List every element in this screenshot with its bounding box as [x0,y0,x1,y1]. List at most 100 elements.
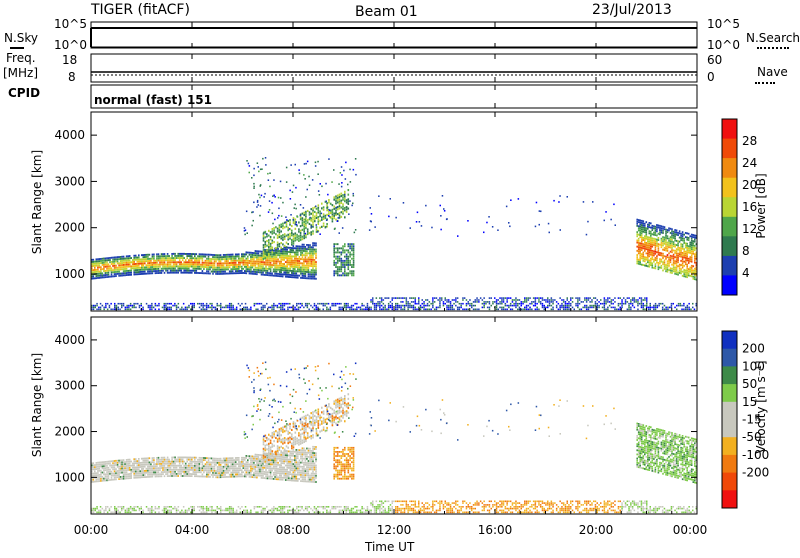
power-cell [100,271,102,273]
velocity-cell [230,459,232,461]
power-cell [201,303,203,305]
power-cell [524,299,526,301]
velocity-cell [102,478,104,480]
velocity-cell [196,465,198,467]
power-cell [568,303,570,305]
power-cell [650,222,652,224]
power-cell [305,271,307,273]
power-cell [285,270,287,272]
power-cell [301,303,303,305]
power-cell [294,262,296,264]
power-cell [680,235,682,237]
velocity-cell [241,469,243,471]
power-cell [529,309,531,311]
velocity-cell [168,465,170,467]
power-cell [253,258,255,260]
power-cell [153,264,155,266]
power-cell [288,255,290,257]
power-cell [280,197,282,199]
power-cell [270,254,272,256]
power-cell [429,301,431,303]
power-cell [680,233,682,235]
power-cell [146,269,148,271]
power-cell [688,252,690,254]
velocity-cell [197,463,199,465]
velocity-cell [102,461,104,463]
power-cell [421,225,423,227]
power-cell [344,216,346,218]
power-cell [432,297,434,299]
power-cell [572,297,574,299]
power-cell [647,249,649,251]
power-cell [306,248,308,250]
power-cell [250,273,252,275]
velocity-cell [253,468,255,470]
power-cell [522,303,524,305]
power-cell [149,264,151,266]
power-cell [206,272,208,274]
power-cell [265,241,267,243]
power-cell [302,213,304,215]
velocity-cell [177,469,179,471]
power-cell [215,258,217,260]
power-cell [570,297,572,299]
power-cell [252,211,254,213]
power-cell [263,196,265,198]
velocity-cell [149,468,151,470]
power-cell [545,301,547,303]
velocity-cell [114,470,116,472]
power-cell [95,307,97,309]
velocity-cell [133,465,135,467]
power-cell [344,268,346,270]
velocity-cell [238,469,240,471]
velocity-cell [203,459,205,461]
power-cell [691,250,693,252]
power-cell [299,258,301,260]
power-cell [293,222,295,224]
power-cell [130,268,132,270]
velocity-cell [99,470,101,472]
power-cell [229,262,231,264]
power-cell [268,230,270,232]
power-cell [535,301,537,303]
velocity-cell [147,466,149,468]
power-cell [250,258,252,260]
power-cell [677,240,679,242]
velocity-cell [176,459,178,461]
power-cell [223,265,225,267]
power-cell [641,243,643,245]
power-cell [326,202,328,204]
power-cell [611,303,613,305]
power-cell [671,235,673,237]
velocity-cell [232,476,234,478]
power-cell [168,257,170,259]
power-cell [265,259,267,261]
power-cell [273,195,275,197]
power-cell [309,265,311,267]
power-cell [290,259,292,261]
power-cell [526,301,528,303]
power-cell [133,271,135,273]
power-cell [282,307,284,309]
power-cell [96,263,98,265]
power-cell [395,297,397,299]
power-cell [344,270,346,272]
power-cell [168,255,170,257]
velocity-cell [105,465,107,467]
power-cell [264,307,266,309]
velocity-cell [138,477,140,479]
power-cell [483,303,485,305]
velocity-cell [221,476,223,478]
power-cell [649,249,651,251]
power-cell [102,260,104,262]
power-cell [667,262,669,264]
power-cell [411,305,413,307]
power-cell [312,249,314,251]
power-cell [278,307,280,309]
power-cell [264,263,266,265]
velocity-cell [227,457,229,459]
power-cell [197,260,199,262]
velocity-cell [271,470,273,472]
power-cell [167,257,169,259]
power-cell [293,251,295,253]
